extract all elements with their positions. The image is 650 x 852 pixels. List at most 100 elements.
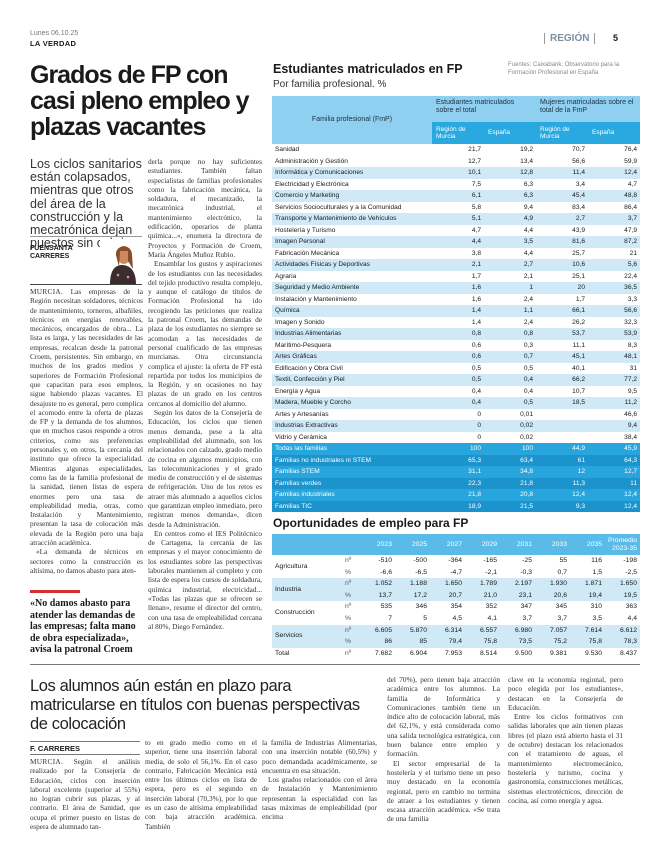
value-cell: -0,3: [520, 568, 532, 576]
value-cell: -4,7: [450, 568, 462, 576]
family-name: Vidrio y Cerámica: [275, 433, 327, 441]
value-cell: 21,0: [465, 589, 500, 602]
value-cell: 79,4: [430, 636, 465, 648]
table-row: Vidrio y Cerámica 0 0,02 38,4: [272, 432, 640, 444]
family-name: Sanidad: [275, 146, 300, 153]
value-cell: 3,3: [627, 295, 638, 303]
sector-name: Construcción: [275, 609, 315, 617]
value-cell: 31,1: [432, 466, 484, 478]
value-cell: 53,7: [536, 328, 589, 340]
value-cell: 0,5: [471, 364, 481, 372]
value-cell: 56,6: [572, 157, 586, 165]
pull-quote: «No damos abasto para atender las demand…: [30, 598, 136, 655]
value-cell: 1,7: [471, 272, 481, 280]
paragraph: Ensamblar los gustos y aspiraciones de l…: [148, 259, 262, 408]
unit-label: nº: [342, 578, 360, 590]
value-cell: 7: [388, 615, 392, 623]
value-cell: 11,1: [572, 341, 586, 349]
value-cell: 1,4: [432, 305, 484, 317]
table-row: Madera, Mueble y Corcho 0,4 0,5 18,5 11,2: [272, 397, 641, 409]
article2-column-5: clave en la economía regional, pero poco…: [508, 675, 623, 833]
value-cell: 13,4: [520, 157, 534, 165]
family-name: Transporte y Mantenimiento de Vehículos: [272, 213, 432, 225]
value-cell: 25,7: [572, 249, 586, 257]
family-name: Hostelería y Turismo: [275, 226, 336, 234]
value-cell: 76,4: [624, 146, 638, 153]
family-name: Marítimo-Pesquera: [275, 341, 332, 349]
value-cell: 3,5: [484, 236, 537, 248]
table-row: Seguridad y Medio Ambiente 1,6 1 20 36,5: [272, 282, 641, 294]
subheader-spain: España: [484, 122, 537, 144]
table-row: % 7 5 4,5 4,1 3,7 3,7 3,5 4,4: [272, 613, 640, 625]
value-cell: 354: [450, 603, 462, 611]
value-cell: 75,8: [465, 636, 500, 648]
students-table: Familia profesional (FmP) Estudiantes ma…: [272, 96, 641, 512]
value-cell: 1,7: [575, 295, 586, 303]
value-cell: 310: [590, 603, 602, 611]
value-cell: 87,2: [588, 236, 641, 248]
value-cell: 5,8: [471, 203, 481, 211]
value-cell: 5: [423, 615, 427, 623]
paragraph: Entre los ciclos formativos con salidas …: [508, 712, 623, 805]
value-cell: 1.650: [430, 578, 465, 590]
value-cell: 53,9: [588, 328, 641, 340]
value-cell: 31: [629, 364, 638, 372]
value-cell: [536, 420, 589, 432]
article-column-2: derla porque no hay suficientes estudian…: [148, 157, 262, 653]
value-cell: 4,7: [471, 226, 481, 234]
table-row: Industria nº 1.052 1.188 1.650 1.789 2.197 1.93…: [272, 578, 640, 602]
summary-row: Familias verdes 22,3 21,8 11,3 11: [272, 477, 641, 489]
value-cell: 1,6: [432, 282, 484, 294]
article2-column-2: to en grado medio como en el superior, t…: [145, 738, 257, 833]
value-cell: 85: [395, 636, 430, 648]
unit-label: %: [345, 568, 352, 576]
table-row: Servicios nº 6.605 5.870 6.314 6.557 6.980 7.05…: [272, 624, 640, 648]
table-row: Industrias Extractivas 0 0,02 9,4: [272, 420, 641, 432]
family-name: Industrias Extractivas: [272, 420, 432, 432]
table-row: Energía y Agua 0,4 0,4 10,7 9,5: [272, 386, 640, 398]
value-cell: 11,4: [536, 167, 589, 179]
family-name: Artes Gráficas: [272, 351, 432, 363]
summary-row: Familias industriales 21,8 20,8 12,4 12,4: [272, 489, 641, 501]
value-cell: 18,9: [432, 500, 484, 512]
value-cell: 48,8: [588, 190, 641, 202]
value-cell: 12,4: [588, 167, 641, 179]
divider: [30, 236, 142, 237]
value-cell: -198: [623, 557, 637, 565]
dateline: MURCIA.: [30, 287, 64, 296]
value-cell: 12,8: [484, 167, 537, 179]
value-cell: 34,8: [484, 466, 537, 478]
value-cell: 3,4: [575, 180, 586, 188]
value-cell: 46,6: [624, 410, 638, 418]
divider: [30, 754, 140, 755]
newspaper-name: LA VERDAD: [30, 39, 77, 48]
value-cell: 48,1: [588, 351, 641, 363]
year-header: Promedio 2023-35: [605, 534, 640, 555]
value-cell: 59,9: [624, 157, 638, 165]
corner-cell: [272, 534, 360, 555]
value-cell: 22,3: [432, 477, 484, 489]
value-cell: 22,4: [624, 272, 638, 280]
table-row: % 86 85 79,4 75,8 73,5 75,2 75,8 78,3: [272, 636, 640, 648]
value-cell: -6,5: [415, 568, 427, 576]
value-cell: 100: [484, 443, 537, 455]
value-cell: 61: [536, 454, 589, 466]
value-cell: 21,5: [484, 500, 537, 512]
byline: F. CARRERES: [30, 744, 81, 753]
value-cell: 9,4: [523, 203, 534, 211]
value-cell: 8.514: [479, 649, 497, 657]
value-cell: 11: [588, 477, 641, 489]
value-cell: 56,6: [588, 305, 641, 317]
table-row: % 13,7 17,2 20,7 21,0 23,1 20,6 19,4 19,5: [272, 589, 640, 602]
table-row: Agraria 1,7 2,1 25,1 22,4: [272, 271, 640, 283]
value-cell: 7,5: [471, 180, 481, 188]
value-cell: [536, 432, 588, 444]
value-cell: 18,5: [536, 397, 589, 409]
value-cell: 7.057: [535, 624, 570, 637]
subheader-region: Región de Murcia: [536, 122, 589, 144]
value-cell: 64,3: [588, 454, 641, 466]
value-cell: 0,4: [484, 374, 537, 386]
table-row: Artes Gráficas 0,6 0,7 45,1 48,1: [272, 351, 641, 363]
family-name: Industrias Alimentarias: [272, 328, 432, 340]
value-cell: 78,3: [605, 636, 640, 648]
